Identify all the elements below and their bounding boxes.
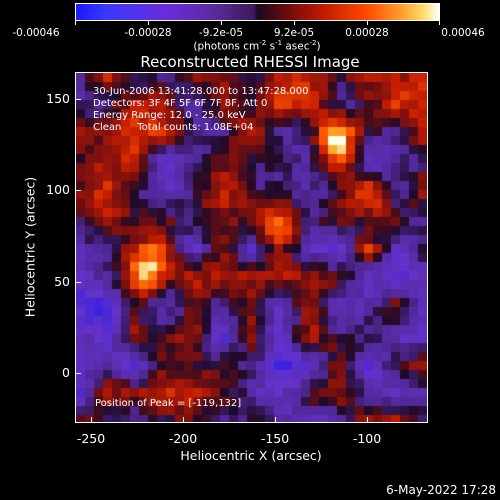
heatmap-image	[76, 73, 427, 422]
x-axis-label: Heliocentric X (arcsec)	[180, 448, 322, 463]
y-axis-tickmark	[75, 99, 81, 100]
x-tick-label: -200	[168, 431, 198, 446]
y-tick-label: 0	[62, 365, 70, 380]
colorbar-tickmark	[221, 21, 222, 25]
annotation-detectors: Detectors: 3F 4F 5F 6F 7F 8F, Att 0	[93, 98, 268, 109]
y-axis-label: Heliocentric Y (arcsec)	[22, 176, 38, 318]
y-axis-tickmark	[75, 282, 81, 283]
colorbar-gradient	[75, 3, 440, 21]
y-tick-label: 100	[46, 182, 70, 197]
peak-position-label: Position of Peak = [-119,132]	[95, 398, 242, 409]
colorbar-tick-label: -0.00046	[12, 27, 60, 39]
y-tick-label: 50	[54, 274, 70, 289]
x-tick-label: -150	[260, 431, 290, 446]
annotation-total-counts: Clean Total counts: 1.08E+04	[93, 122, 254, 133]
colorbar-tickmark	[367, 21, 368, 25]
colorbar-tick-label: -9.2e-05	[198, 27, 244, 39]
y-axis-tickmark	[75, 190, 81, 191]
colorbar-tickmark	[148, 21, 149, 25]
y-axis-tickmark	[75, 373, 81, 374]
x-axis-tickmark	[91, 417, 92, 423]
x-tick-label: -250	[76, 431, 106, 446]
x-axis-tickmark	[275, 417, 276, 423]
x-tick-label: -100	[352, 431, 382, 446]
image-title: Reconstructed RHESSI Image	[140, 53, 360, 71]
colorbar-tick-label: 9.2e-05	[273, 27, 315, 39]
colorbar-tickmark	[294, 21, 295, 25]
annotation-time-range: 30-Jun-2006 13:41:28.000 to 13:47:28.000	[93, 86, 309, 97]
annotation-energy-range: Energy Range: 12.0 - 25.0 keV	[93, 110, 246, 121]
colorbar-tickmark	[439, 21, 440, 25]
colorbar-tick-label: 0.00028	[345, 27, 389, 39]
colorbar-tick-label: 0.00046	[441, 27, 485, 39]
colorbar	[75, 3, 440, 21]
colorbar-tick-label: -0.00028	[124, 27, 172, 39]
x-axis-tickmark	[367, 417, 368, 423]
x-axis-tickmark	[183, 417, 184, 423]
observation-annotation: 30-Jun-2006 13:41:28.000 to 13:47:28.000…	[93, 86, 309, 134]
image-plot-area	[75, 72, 428, 423]
colorbar-units: (photons cm-2 s-1 asec-2)	[193, 39, 321, 53]
colorbar-tickmark	[75, 21, 76, 25]
y-tick-label: 150	[46, 91, 70, 106]
plot-timestamp: 6-May-2022 17:28	[386, 483, 496, 497]
